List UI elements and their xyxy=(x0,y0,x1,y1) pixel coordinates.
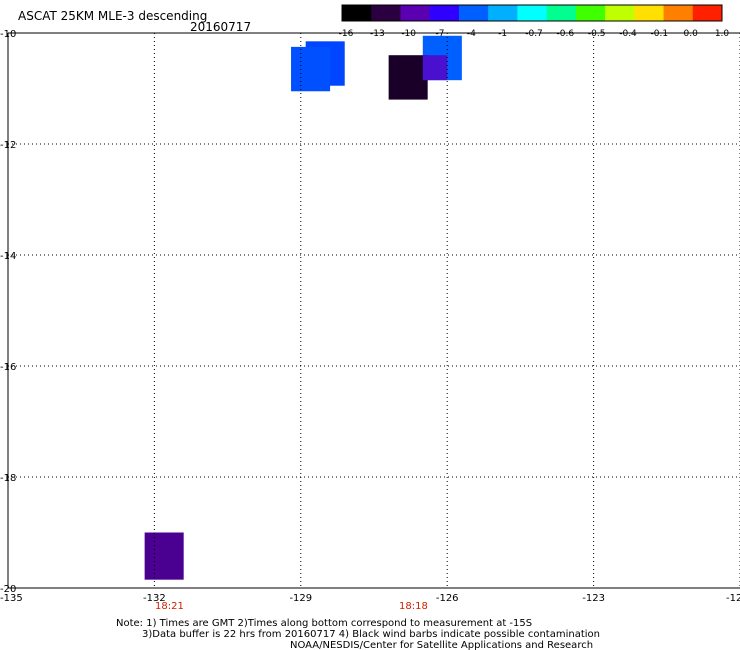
colorbar-swatch xyxy=(663,5,694,21)
colorbar-swatch xyxy=(517,5,548,21)
colorbar-swatch xyxy=(458,5,489,21)
lat-tick-label: -20 xyxy=(0,584,16,595)
lon-axis: -135 -132 -129 -126 -123 -120 xyxy=(0,593,740,604)
colorbar-border xyxy=(341,4,723,22)
colorbar-swatch xyxy=(342,5,372,21)
swath-time-label: 18:21 xyxy=(155,601,184,612)
lat-axis: -10 -12 -14 -16 -18 -20 xyxy=(0,29,16,595)
lat-tick-label: -16 xyxy=(0,362,16,373)
product-title: ASCAT 25KM MLE-3 descending xyxy=(18,9,207,23)
graticule xyxy=(7,32,740,589)
colorbar-label: 0.0 xyxy=(684,29,699,39)
colorbar-swatch xyxy=(634,5,665,21)
lat-tick-label: -12 xyxy=(0,140,16,151)
colorbar-swatch xyxy=(605,5,635,21)
colorbar-label: -4 xyxy=(467,29,476,39)
colorbar-label: -0.4 xyxy=(619,29,637,39)
wind-cell xyxy=(422,55,448,81)
colorbar-swatch xyxy=(400,5,431,21)
time-labels: 18:21 18:18 xyxy=(155,601,428,612)
product-date: 20160717 xyxy=(190,20,251,34)
note-line-1: Note: 1) Times are GMT 2)Times along bot… xyxy=(116,618,532,629)
colorbar-swatch xyxy=(575,5,606,21)
colorbar-swatch xyxy=(692,5,723,21)
colorbar-label: -0.5 xyxy=(588,29,606,39)
lon-tick-label: -123 xyxy=(582,593,605,604)
colorbar-label: 1.0 xyxy=(715,29,730,39)
map-frame xyxy=(7,32,740,589)
lat-tick-label: -14 xyxy=(0,251,16,262)
colorbar-label: -13 xyxy=(370,29,385,39)
lon-tick-label: -120 xyxy=(726,593,740,604)
wind-cells xyxy=(144,35,462,580)
wind-cell xyxy=(291,46,331,92)
colorbar-label: -1 xyxy=(498,29,507,39)
lon-tick-label: -132 xyxy=(143,593,166,604)
colorbar xyxy=(341,4,723,22)
colorbar-label: -0.1 xyxy=(651,29,669,39)
colorbar-labels: -16 -13 -10 -7 -4 -1 -0.7 -0.6 -0.5 -0.4 -0.1 0.0 1.… xyxy=(339,29,730,39)
swath-time-label: 18:18 xyxy=(399,601,428,612)
colorbar-label: -10 xyxy=(401,29,416,39)
lat-tick-label: -10 xyxy=(0,29,16,40)
colorbar-swatch xyxy=(371,5,401,21)
colorbar-label: -7 xyxy=(436,29,445,39)
note-line-2: 3)Data buffer is 22 hrs from 20160717 4)… xyxy=(142,629,600,640)
wind-cell xyxy=(144,532,184,580)
colorbar-swatch xyxy=(546,5,577,21)
colorbar-swatch xyxy=(429,5,460,21)
colorbar-label: -0.6 xyxy=(557,29,575,39)
lon-tick-label: -129 xyxy=(289,593,312,604)
wind-cell xyxy=(388,55,428,100)
lon-tick-label: -126 xyxy=(436,593,459,604)
lat-tick-label: -18 xyxy=(0,473,16,484)
colorbar-swatch xyxy=(488,5,518,21)
lon-tick-label: -135 xyxy=(0,593,23,604)
colorbar-label: -0.7 xyxy=(525,29,543,39)
note-line-3: NOAA/NESDIS/Center for Satellite Applica… xyxy=(290,640,593,650)
colorbar-label: -16 xyxy=(339,29,354,39)
